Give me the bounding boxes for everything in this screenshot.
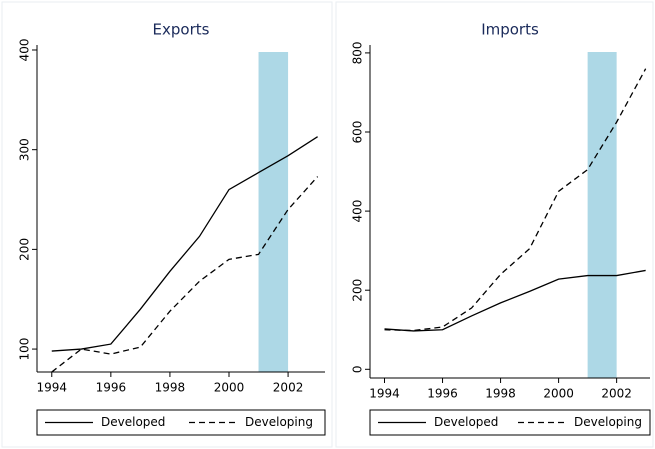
x-tick-label: 1996: [96, 381, 127, 395]
x-tick-label: 2000: [214, 381, 245, 395]
y-tick-label: 0: [351, 365, 365, 373]
shaded-region: [587, 52, 617, 378]
y-tick-label: 400: [18, 39, 32, 62]
x-tick-label: 1998: [155, 381, 186, 395]
series-line: [384, 68, 647, 332]
y-tick-label: 400: [351, 200, 365, 223]
y-tick-label: 800: [351, 41, 365, 64]
series-line: [51, 136, 318, 352]
series-line: [51, 176, 319, 373]
x-tick-label: 2002: [601, 387, 632, 401]
x-tick-label: 1998: [485, 387, 516, 401]
legend-label: Developing: [574, 415, 642, 429]
series-line: [384, 269, 646, 332]
y-tick-label: 100: [18, 338, 32, 361]
y-tick-label: 300: [18, 138, 32, 161]
y-tick-label: 200: [351, 279, 365, 302]
legend-label: Developing: [245, 415, 313, 429]
x-tick-label: 1996: [427, 387, 458, 401]
chart-title: Imports: [481, 21, 539, 39]
shaded-region: [258, 52, 289, 372]
y-tick-label: 600: [351, 121, 365, 144]
x-tick-label: 1994: [369, 387, 400, 401]
legend-label: Developed: [101, 415, 165, 429]
chart-title: Exports: [153, 21, 210, 39]
legend-label: Developed: [434, 415, 498, 429]
x-tick-label: 2000: [543, 387, 574, 401]
x-tick-label: 1994: [36, 381, 67, 395]
x-tick-label: 2002: [273, 381, 304, 395]
y-tick-label: 200: [18, 238, 32, 261]
